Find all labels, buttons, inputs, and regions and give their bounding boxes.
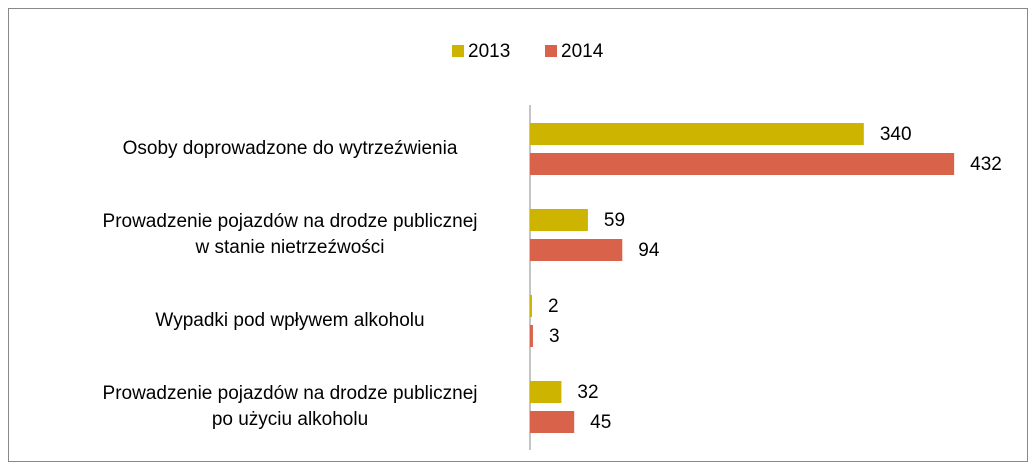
legend-swatch — [452, 45, 464, 57]
legend-swatch — [545, 45, 557, 57]
value-label: 94 — [638, 240, 660, 261]
legend-label: 2013 — [468, 41, 510, 62]
category-label: Prowadzenie pojazdów na drodze publiczne… — [103, 211, 478, 258]
bar — [530, 239, 623, 261]
bar — [530, 295, 532, 317]
bar — [530, 153, 955, 175]
bar — [530, 123, 864, 145]
value-label: 32 — [577, 382, 598, 403]
value-label: 45 — [590, 412, 611, 433]
value-label: 2 — [548, 296, 559, 317]
chart-frame — [8, 8, 1028, 462]
value-label: 432 — [970, 154, 1002, 175]
category-label: Wypadki pod wpływem alkoholu — [155, 310, 424, 331]
value-label: 59 — [604, 210, 625, 231]
value-label: 340 — [880, 124, 912, 145]
bar — [530, 381, 562, 403]
category-label: Prowadzenie pojazdów na drodze publiczne… — [103, 383, 478, 430]
category-label: Osoby doprowadzone do wytrzeźwienia — [123, 138, 458, 159]
legend-label: 2014 — [561, 41, 604, 62]
bar — [530, 209, 588, 231]
value-label: 3 — [549, 326, 560, 347]
bar — [530, 411, 575, 433]
bar — [530, 325, 533, 347]
